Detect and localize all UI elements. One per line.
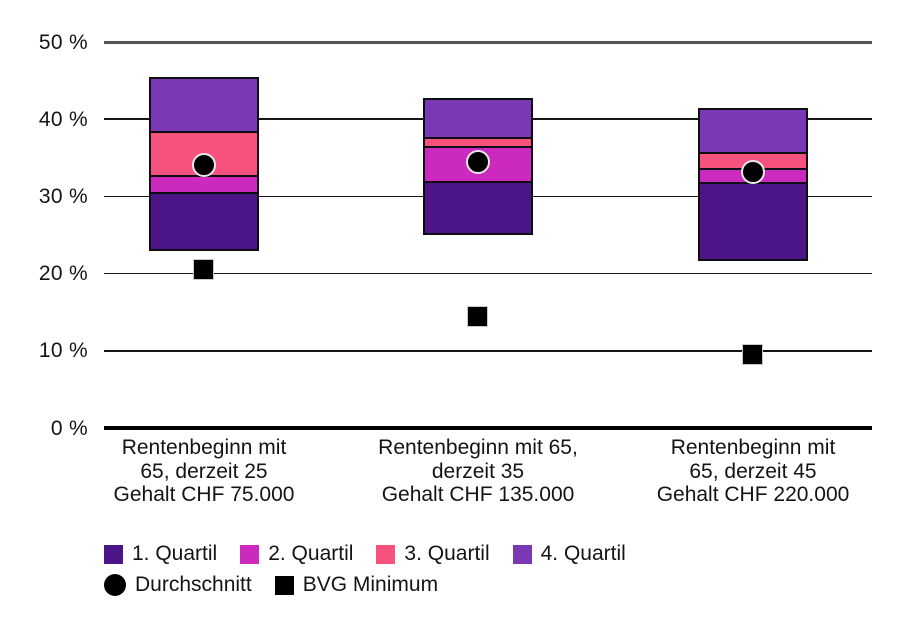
legend-row-1: 1. Quartil 2. Quartil 3. Quartil 4. Quartil: [104, 542, 626, 566]
segment-4-quartil: [150, 77, 258, 132]
segment-1-quartil: [424, 181, 532, 235]
y-tick-label: 10 %: [38, 339, 88, 363]
legend-item-3-quartil: 3. Quartil: [376, 542, 490, 566]
x-category-label: Rentenbeginn mit 65, derzeit 35 Gehalt CHF…: [328, 436, 628, 507]
legend-item-2-quartil: 2. Quartil: [240, 542, 353, 566]
x-category-label-line: Gehalt CHF 220.000: [656, 483, 850, 506]
y-tick-label: 40 %: [38, 107, 88, 131]
y-tick-label: 50 %: [38, 30, 88, 54]
legend-swatch-icon: [376, 544, 396, 564]
x-category-label-line: 65, derzeit 45: [689, 459, 817, 483]
legend-item-4-quartil: 4. Quartil: [512, 542, 626, 566]
y-tick-label: 30 %: [38, 184, 88, 208]
legend-item-bvg-minimum: BVG Minimum: [274, 573, 439, 597]
gridline-10: [104, 349, 872, 352]
x-category-label-line: Gehalt CHF 135.000: [381, 483, 575, 506]
y-tick-label: 20 %: [38, 262, 88, 286]
bvg-minimum-marker: [193, 258, 214, 280]
legend-label: 2. Quartil: [268, 542, 354, 565]
legend-label: Durchschnitt: [135, 573, 252, 596]
legend-label: 4. Quartil: [540, 542, 626, 565]
durchschnitt-marker: [192, 152, 216, 177]
quartile-boundary: [424, 136, 532, 139]
legend-row-2: Durchschnitt BVG Minimum: [104, 573, 626, 597]
bar-outline: [698, 108, 808, 262]
bvg-minimum-marker: [742, 344, 763, 366]
durchschnitt-marker: [741, 160, 765, 185]
y-tick-label: 0 %: [50, 416, 88, 440]
gridline-50: [104, 40, 872, 44]
x-category-label-line: Rentenbeginn mit: [121, 436, 287, 459]
segment-1-quartil: [150, 192, 258, 250]
segment-3-quartil: [424, 137, 532, 147]
x-category-label-line: 65, derzeit 25: [140, 459, 268, 483]
x-category-label-line: Gehalt CHF 75.000: [113, 483, 295, 506]
quartile-boundary: [424, 180, 532, 183]
durchschnitt-marker: [466, 149, 490, 174]
legend-label: 3. Quartil: [404, 542, 490, 565]
legend-item-1-quartil: 1. Quartil: [104, 542, 217, 566]
segment-4-quartil: [424, 99, 532, 138]
quartile-boundary: [424, 145, 532, 148]
legend-item-durchschnitt: Durchschnitt: [104, 573, 252, 597]
bar-outline: [149, 76, 259, 251]
segment-2-quartil: [150, 176, 258, 193]
x-category-label: Rentenbeginn mit 65, derzeit 25 Gehalt CHF…: [54, 436, 354, 507]
x-category-label-line: Rentenbeginn mit: [670, 436, 836, 459]
quartile-boundary: [150, 191, 258, 194]
x-category-label-line: Rentenbeginn mit 65,: [378, 436, 578, 459]
bvg-minimum-legend-icon: [274, 575, 294, 595]
x-category-label-line: derzeit 35: [431, 459, 525, 483]
legend-swatch-icon: [512, 544, 532, 564]
quartile-boundary: [699, 152, 807, 155]
bvg-minimum-marker: [467, 305, 488, 327]
chart-legend: 1. Quartil 2. Quartil 3. Quartil 4. Quartil…: [104, 542, 626, 597]
quartile-boundary: [150, 130, 258, 133]
legend-label: BVG Minimum: [302, 573, 439, 596]
segment-1-quartil: [699, 183, 807, 261]
legend-label: 1. Quartil: [132, 542, 218, 565]
gridline-20: [104, 272, 872, 275]
durchschnitt-legend-icon: [104, 574, 126, 596]
bar-outline: [423, 98, 533, 236]
legend-swatch-icon: [240, 544, 260, 564]
legend-swatch-icon: [104, 544, 123, 564]
x-category-label: Rentenbeginn mit 65, derzeit 45 Gehalt CHF…: [603, 436, 900, 507]
gridline-0: [104, 426, 872, 430]
segment-4-quartil: [699, 109, 807, 154]
